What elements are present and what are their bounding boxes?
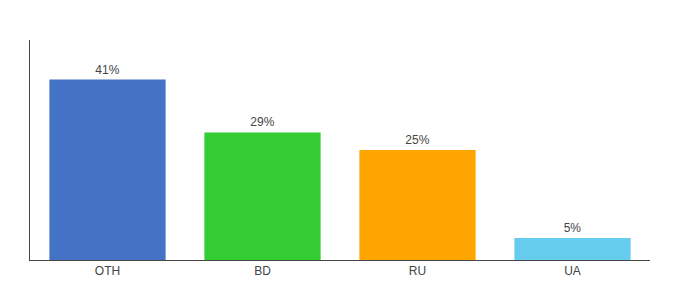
svg-text:25%: 25% bbox=[405, 133, 429, 147]
svg-text:29%: 29% bbox=[250, 115, 274, 129]
svg-text:UA: UA bbox=[564, 264, 581, 278]
svg-text:RU: RU bbox=[409, 264, 426, 278]
svg-text:5%: 5% bbox=[564, 221, 582, 235]
svg-text:OTH: OTH bbox=[95, 264, 120, 278]
svg-text:41%: 41% bbox=[95, 63, 119, 77]
svg-text:BD: BD bbox=[254, 264, 271, 278]
